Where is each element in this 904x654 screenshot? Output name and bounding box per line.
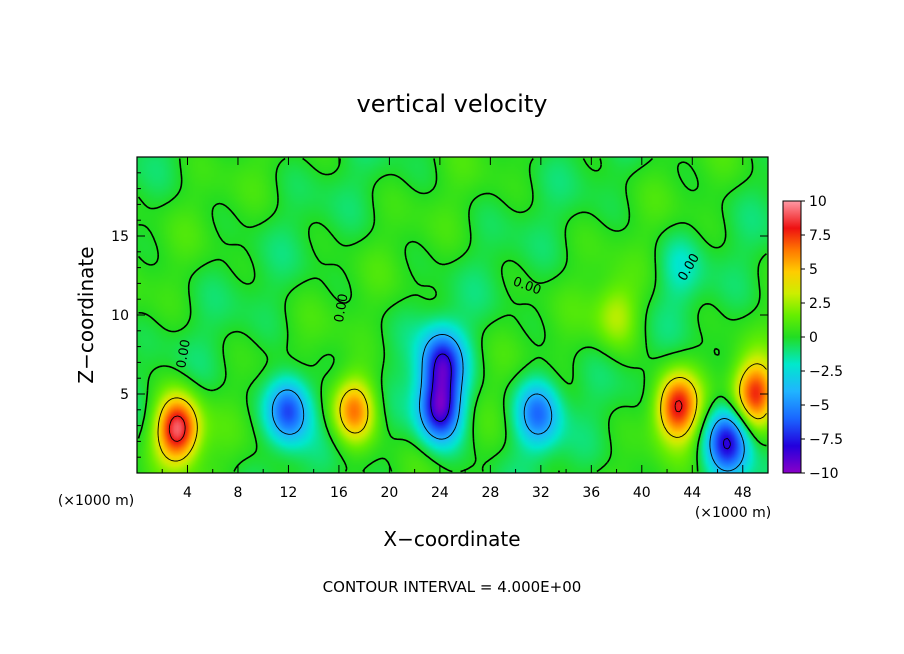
x-tick-label: 24 — [431, 485, 449, 501]
y-tick-label: 5 — [120, 387, 129, 403]
contour-line — [430, 353, 731, 450]
x-unit-right: (×1000 m) — [695, 505, 771, 521]
contour-label: 0.00 — [332, 293, 352, 324]
colorbar-tick-label: 0 — [809, 330, 818, 346]
x-tick-label: 44 — [683, 485, 701, 501]
chart-title: vertical velocity — [357, 90, 548, 118]
y-axis-label: Z−coordinate — [74, 246, 98, 383]
contour-interval-note: CONTOUR INTERVAL = 4.000E+00 — [323, 578, 582, 596]
x-tick-label: 8 — [233, 485, 242, 501]
x-tick-label: 36 — [582, 485, 600, 501]
colorbar-tick-label: 10 — [809, 194, 827, 210]
colorbar-ticks: 10 7.5 5 2.5 0 −2.5 −5 −7.5 −10 — [801, 194, 843, 482]
colorbar-tick-label: −10 — [809, 466, 839, 482]
contour-lines: 0.000.000.000.00 — [137, 157, 767, 473]
colorbar-tick-label: −7.5 — [809, 432, 843, 448]
y-axis: 5 10 15 — [111, 172, 768, 458]
contour-line — [137, 157, 767, 473]
x-axis: 4 8 12 16 20 24 28 32 36 40 44 48 — [161, 157, 752, 501]
x-tick-label: 12 — [280, 485, 298, 501]
colorbar-tick-label: 5 — [809, 262, 818, 278]
x-tick-label: 48 — [734, 485, 752, 501]
colorbar-tick-label: −2.5 — [809, 364, 843, 380]
contour-label: 0.00 — [174, 338, 194, 369]
contour-line — [157, 363, 767, 462]
x-tick-label: 20 — [380, 485, 398, 501]
x-tick-label: 40 — [633, 485, 651, 501]
y-tick-label: 15 — [111, 229, 129, 245]
colorbar-gradient — [782, 200, 802, 474]
x-unit-left: (×1000 m) — [58, 493, 134, 509]
colorbar: 10 7.5 5 2.5 0 −2.5 −5 −7.5 −10 — [782, 194, 843, 482]
x-tick-label: 32 — [532, 485, 550, 501]
x-tick-label: 4 — [183, 485, 192, 501]
x-tick-label: 28 — [481, 485, 499, 501]
plot-area: 0.000.000.000.00 — [136, 156, 769, 474]
colorbar-tick-label: 2.5 — [809, 296, 831, 312]
x-axis-label: X−coordinate — [383, 527, 520, 551]
colorbar-tick-label: −5 — [809, 398, 830, 414]
velocity-field — [137, 157, 768, 473]
y-tick-label: 10 — [111, 308, 129, 324]
colorbar-tick-label: 7.5 — [809, 228, 831, 244]
contour-line — [168, 400, 683, 442]
x-tick-label: 16 — [330, 485, 348, 501]
contour-line — [271, 333, 745, 472]
